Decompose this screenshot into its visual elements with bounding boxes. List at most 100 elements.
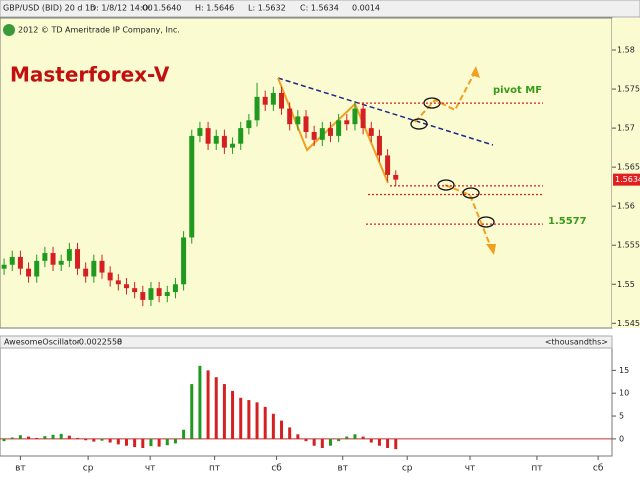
osc-bar — [18, 435, 22, 439]
osc-bar — [141, 438, 145, 449]
logo — [3, 24, 15, 36]
candle-body — [123, 284, 129, 289]
y-tick-label: 1.555 — [617, 241, 640, 250]
candle-body — [17, 256, 23, 269]
candle-body — [352, 108, 358, 125]
osc-units: <thousandths> — [545, 338, 608, 347]
candle-body — [156, 288, 162, 296]
candle-body — [66, 249, 72, 261]
osc-bar — [288, 427, 292, 439]
osc-bar — [214, 377, 218, 439]
osc-bar — [231, 390, 235, 439]
candle-body — [58, 260, 64, 265]
y-tick-label: 5 — [619, 412, 624, 421]
candle-body — [295, 116, 301, 125]
y-tick-label: 1.575 — [617, 85, 640, 94]
y-tick-label: 15 — [619, 366, 629, 375]
symbol: GBP/USD (BID) 20 d 1h — [3, 4, 95, 13]
osc-bar — [27, 436, 31, 439]
candle-body — [385, 155, 391, 175]
open: O: 1.5640 — [142, 4, 181, 13]
osc-bar — [2, 438, 6, 442]
osc-bar — [116, 438, 120, 445]
osc-bar — [100, 438, 104, 441]
x-tick-label: ср — [402, 464, 413, 474]
candle-body — [50, 253, 56, 265]
osc-bar — [67, 435, 71, 439]
candle-body — [107, 272, 113, 281]
osc-bar — [296, 434, 300, 439]
osc-param: 0 — [117, 338, 122, 347]
candle-body — [140, 292, 146, 300]
arrow-head — [486, 244, 496, 255]
osc-bar — [10, 437, 14, 439]
osc-panel — [0, 347, 613, 457]
y-tick-label: 1.545 — [617, 319, 640, 328]
candle-body — [26, 268, 32, 277]
osc-bar — [361, 436, 365, 439]
osc-bar — [59, 433, 63, 439]
candle-body — [287, 108, 293, 125]
osc-bar — [377, 438, 381, 446]
candle-body — [99, 260, 105, 273]
change: 0.0014 — [352, 4, 380, 13]
osc-title: AwesomeOscillator — [4, 338, 81, 347]
forecast-down — [444, 184, 493, 251]
x-tick-label: сб — [593, 464, 604, 474]
osc-bar — [76, 437, 80, 439]
arrow-head — [471, 66, 480, 78]
osc-bar — [222, 384, 226, 439]
osc-bar — [51, 434, 55, 439]
candle-body — [230, 143, 236, 148]
x-tick-label: чт — [465, 464, 476, 474]
zigzag — [277, 77, 389, 184]
candle-body — [148, 288, 154, 300]
candle-body — [279, 92, 285, 109]
low: L: 1.5632 — [248, 4, 286, 13]
osc-bar — [124, 438, 128, 446]
osc-bar — [149, 438, 153, 447]
osc-bar — [133, 438, 137, 448]
candle-body — [368, 128, 374, 136]
candle-body — [75, 249, 81, 269]
candle-body — [311, 132, 317, 140]
candle-body — [376, 135, 382, 156]
osc-bar — [304, 438, 308, 442]
candle-body — [181, 237, 187, 285]
osc-bar — [328, 438, 332, 446]
osc-bar — [369, 438, 373, 443]
osc-bar — [198, 365, 202, 439]
osc-bar — [271, 413, 275, 439]
candle-body — [221, 135, 227, 148]
osc-bar — [320, 438, 324, 449]
y-tick-label: 1.57 — [617, 124, 635, 133]
candle-body — [303, 116, 309, 133]
osc-bar — [353, 434, 357, 439]
candle-body — [238, 128, 244, 144]
price-axis — [612, 18, 640, 328]
osc-bar — [206, 370, 210, 439]
osc-bar — [263, 406, 267, 439]
header-bar — [0, 0, 640, 18]
candle-body — [327, 128, 333, 136]
candle-body — [360, 108, 366, 129]
price-tag — [613, 173, 640, 186]
osc-bar — [239, 397, 243, 439]
x-tick-label: чт — [145, 464, 156, 474]
osc-bar — [247, 400, 251, 439]
candle-body — [1, 264, 7, 269]
osc-bar — [386, 438, 390, 449]
candle-body — [115, 280, 121, 285]
candle-body — [336, 120, 342, 136]
x-tick-label: вт — [337, 464, 348, 474]
osc-bar — [43, 436, 47, 439]
candle-body — [246, 120, 252, 129]
candle-body — [42, 253, 48, 261]
osc-bar — [394, 438, 398, 450]
osc-bar — [337, 438, 341, 442]
osc-bar — [182, 429, 186, 439]
candle-body — [319, 128, 325, 140]
osc-bar — [84, 438, 88, 441]
candle-body — [91, 260, 97, 277]
price-tag-label: 1.5634 — [615, 175, 640, 184]
